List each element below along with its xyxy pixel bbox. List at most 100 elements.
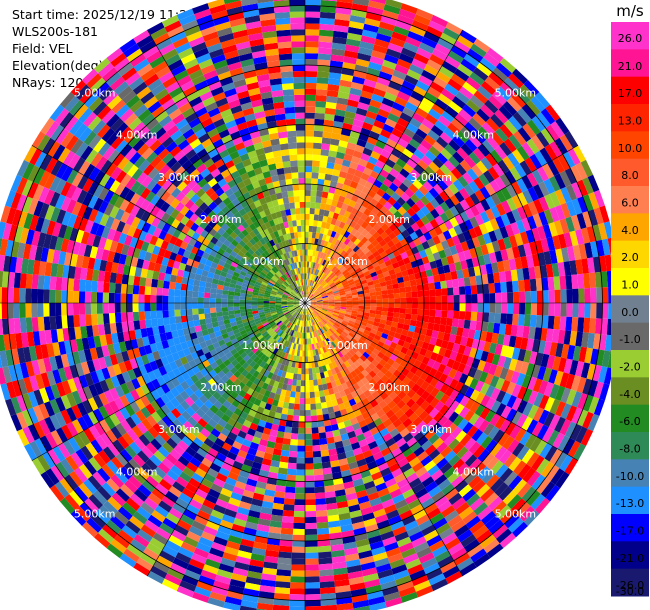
velocity-gate [327, 310, 334, 314]
velocity-gate [323, 209, 330, 217]
velocity-gate [430, 124, 444, 137]
velocity-gate [341, 269, 349, 276]
velocity-gate [369, 288, 376, 293]
velocity-gate [311, 166, 320, 173]
velocity-gate [498, 271, 507, 283]
velocity-gate [336, 97, 349, 106]
velocity-gate [310, 403, 317, 410]
velocity-gate [330, 316, 337, 321]
velocity-gate [349, 161, 359, 170]
velocity-gate [377, 108, 390, 119]
velocity-gate [402, 148, 414, 159]
velocity-gate [96, 303, 103, 314]
velocity-gate [380, 65, 395, 76]
velocity-gate [391, 148, 403, 159]
velocity-gate [306, 291, 309, 298]
velocity-gate [582, 194, 594, 212]
velocity-gate [517, 127, 532, 143]
velocity-gate [589, 272, 597, 289]
velocity-gate [352, 297, 359, 301]
velocity-gate [531, 253, 541, 267]
velocity-gate [462, 171, 474, 185]
velocity-gate [544, 396, 555, 412]
velocity-gate [570, 424, 583, 441]
velocity-gate [424, 374, 434, 385]
velocity-gate [459, 29, 477, 44]
velocity-gate [321, 281, 328, 288]
velocity-gate [429, 377, 439, 388]
velocity-gate [294, 493, 305, 500]
velocity-gate [312, 148, 322, 156]
velocity-gate [279, 455, 289, 463]
velocity-gate [305, 201, 311, 208]
velocity-gate [438, 373, 449, 384]
velocity-gate [314, 291, 320, 297]
velocity-gate [559, 218, 570, 234]
velocity-gate [456, 147, 469, 160]
velocity-gate [329, 264, 335, 271]
velocity-gate [55, 303, 62, 317]
velocity-gate [418, 185, 429, 196]
velocity-gate [309, 286, 314, 293]
velocity-gate [298, 362, 302, 369]
velocity-gate [378, 277, 386, 283]
velocity-gate [491, 332, 499, 344]
velocity-gate [398, 153, 410, 164]
velocity-gate [506, 281, 513, 293]
velocity-gate [387, 42, 404, 54]
velocity-gate [316, 408, 323, 416]
velocity-gate [329, 144, 339, 152]
velocity-gate [321, 308, 328, 312]
velocity-gate [315, 510, 328, 517]
velocity-gate [319, 272, 325, 279]
velocity-gate [403, 318, 411, 326]
velocity-gate [522, 267, 530, 280]
velocity-gate [582, 378, 593, 395]
velocity-gate [527, 376, 538, 391]
velocity-gate [328, 303, 335, 305]
velocity-gate [313, 136, 323, 144]
velocity-gate [388, 268, 396, 276]
velocity-gate [334, 206, 342, 215]
velocity-gate [333, 291, 340, 296]
velocity-gate [385, 279, 393, 286]
velocity-gate [368, 61, 383, 71]
velocity-gate [462, 364, 472, 376]
velocity-gate [526, 172, 539, 187]
velocity-gate [527, 215, 538, 230]
velocity-gate [309, 385, 315, 393]
velocity-gate [362, 257, 370, 265]
velocity-gate [560, 303, 567, 317]
velocity-gate [479, 186, 491, 199]
velocity-gate [315, 232, 320, 239]
velocity-gate [307, 273, 310, 280]
velocity-gate [308, 267, 311, 274]
velocity-gate [377, 27, 394, 38]
velocity-gate [321, 191, 329, 199]
velocity-gate [346, 225, 354, 234]
velocity-gate [471, 338, 480, 350]
velocity-gate [367, 319, 374, 326]
velocity-gate [215, 307, 223, 313]
velocity-gate [540, 327, 548, 342]
velocity-gate [314, 208, 320, 215]
velocity-gate [310, 299, 317, 302]
velocity-gate [309, 391, 315, 399]
velocity-gate [469, 71, 485, 86]
velocity-gate [419, 347, 428, 357]
velocity-gate [289, 600, 305, 607]
velocity-gate [302, 338, 305, 345]
velocity-gate [305, 398, 311, 405]
velocity-gate [550, 468, 565, 485]
velocity-gate [600, 318, 609, 335]
velocity-gate [453, 40, 471, 54]
velocity-gate [324, 107, 336, 115]
velocity-gate [372, 348, 380, 356]
velocity-gate [426, 358, 436, 368]
velocity-gate [294, 505, 305, 512]
velocity-gate [524, 157, 537, 173]
velocity-gate [446, 341, 455, 351]
velocity-gate [463, 319, 471, 330]
velocity-gate [334, 13, 351, 21]
velocity-gate [515, 88, 531, 104]
